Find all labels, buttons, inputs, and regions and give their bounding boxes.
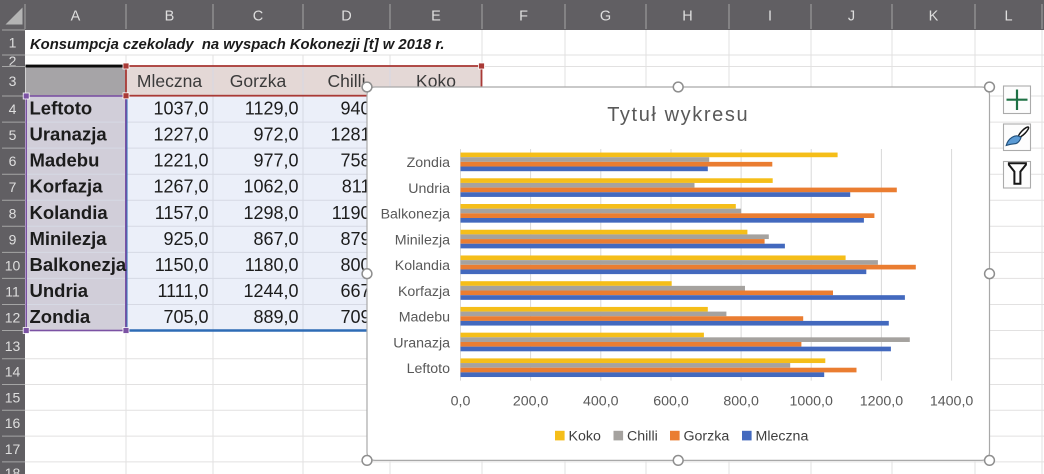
svg-text:G: G [600,9,611,25]
svg-text:Undria: Undria [30,280,89,301]
svg-text:Kolandia: Kolandia [395,258,450,274]
svg-text:13: 13 [5,338,21,354]
svg-text:Uranazja: Uranazja [30,124,108,145]
svg-text:800,0: 800,0 [723,394,759,410]
svg-text:Zondia: Zondia [407,155,450,171]
svg-text:Koko: Koko [569,428,601,444]
svg-text:Gorzka: Gorzka [684,428,730,444]
svg-text:1111,0: 1111,0 [157,281,208,301]
svg-text:I: I [768,9,772,25]
svg-text:1200,0: 1200,0 [860,394,904,410]
svg-text:18: 18 [5,465,21,474]
svg-text:Koko: Koko [416,71,456,91]
svg-text:1157,0: 1157,0 [155,203,209,223]
svg-text:2: 2 [9,53,17,69]
svg-text:1221,0: 1221,0 [153,151,208,171]
svg-text:Madebu: Madebu [399,310,450,326]
svg-text:Gorzka: Gorzka [230,71,287,91]
svg-text:977,0: 977,0 [253,151,298,171]
svg-text:Tytuł wykresu: Tytuł wykresu [607,104,749,126]
svg-text:Leftoto: Leftoto [407,361,450,377]
svg-text:400,0: 400,0 [583,394,619,410]
svg-text:16: 16 [5,415,21,431]
svg-text:972,0: 972,0 [253,125,298,145]
svg-text:1: 1 [9,35,17,51]
svg-text:12: 12 [5,310,21,326]
svg-text:H: H [682,9,692,25]
svg-text:600,0: 600,0 [653,394,689,410]
svg-text:Mleczna: Mleczna [137,71,202,91]
svg-text:Chilli: Chilli [328,71,366,91]
svg-text:15: 15 [5,389,21,405]
svg-text:C: C [253,9,263,25]
svg-text:Zondia: Zondia [30,306,91,327]
svg-text:1227,0: 1227,0 [153,125,208,145]
svg-text:1180,0: 1180,0 [245,255,299,275]
svg-text:8: 8 [9,205,17,221]
svg-text:9: 9 [9,231,17,247]
svg-text:5: 5 [9,127,17,143]
svg-text:D: D [341,9,351,25]
svg-text:Madebu: Madebu [30,150,100,171]
svg-text:Balkonezja: Balkonezja [381,207,451,223]
svg-text:F: F [519,9,528,25]
svg-text:1298,0: 1298,0 [243,203,298,223]
svg-text:B: B [165,9,175,25]
svg-text:6: 6 [9,153,17,169]
svg-text:Balkonezja: Balkonezja [30,254,127,275]
svg-text:L: L [1004,9,1012,25]
svg-text:889,0: 889,0 [253,307,298,327]
svg-text:Mleczna: Mleczna [756,428,809,444]
svg-text:Konsumpcja czekolady na wyspa: Konsumpcja czekolady na wyspach Kokonezj… [30,37,444,53]
svg-text:1244,0: 1244,0 [243,281,298,301]
svg-text:Kolandia: Kolandia [30,202,109,223]
svg-text:Leftoto: Leftoto [30,98,93,119]
svg-text:A: A [71,9,81,25]
svg-text:E: E [431,9,441,25]
svg-text:Korfazja: Korfazja [398,284,450,300]
svg-text:K: K [929,9,939,25]
svg-text:0,0: 0,0 [451,394,471,410]
svg-text:Korfazja: Korfazja [30,176,104,197]
svg-text:Minilezja: Minilezja [30,228,108,249]
svg-text:J: J [848,9,855,25]
svg-text:14: 14 [5,364,21,380]
svg-text:17: 17 [5,441,21,457]
svg-text:867,0: 867,0 [253,229,298,249]
svg-text:1062,0: 1062,0 [243,177,298,197]
svg-text:Chilli: Chilli [627,428,658,444]
svg-text:4: 4 [9,101,17,117]
svg-text:705,0: 705,0 [163,307,208,327]
svg-text:1267,0: 1267,0 [153,177,208,197]
svg-text:7: 7 [9,179,17,195]
svg-text:925,0: 925,0 [163,229,208,249]
svg-text:11: 11 [5,283,20,299]
svg-text:200,0: 200,0 [513,394,549,410]
svg-text:3: 3 [9,73,17,89]
svg-text:Minilezja: Minilezja [395,232,450,248]
svg-text:1129,0: 1129,0 [245,99,299,119]
svg-text:Undria: Undria [408,181,450,197]
svg-text:Uranazja: Uranazja [393,335,450,351]
svg-text:10: 10 [5,257,21,273]
svg-text:1000,0: 1000,0 [789,394,833,410]
svg-text:1150,0: 1150,0 [155,255,209,275]
svg-text:1037,0: 1037,0 [153,99,208,119]
svg-text:1400,0: 1400,0 [930,394,974,410]
